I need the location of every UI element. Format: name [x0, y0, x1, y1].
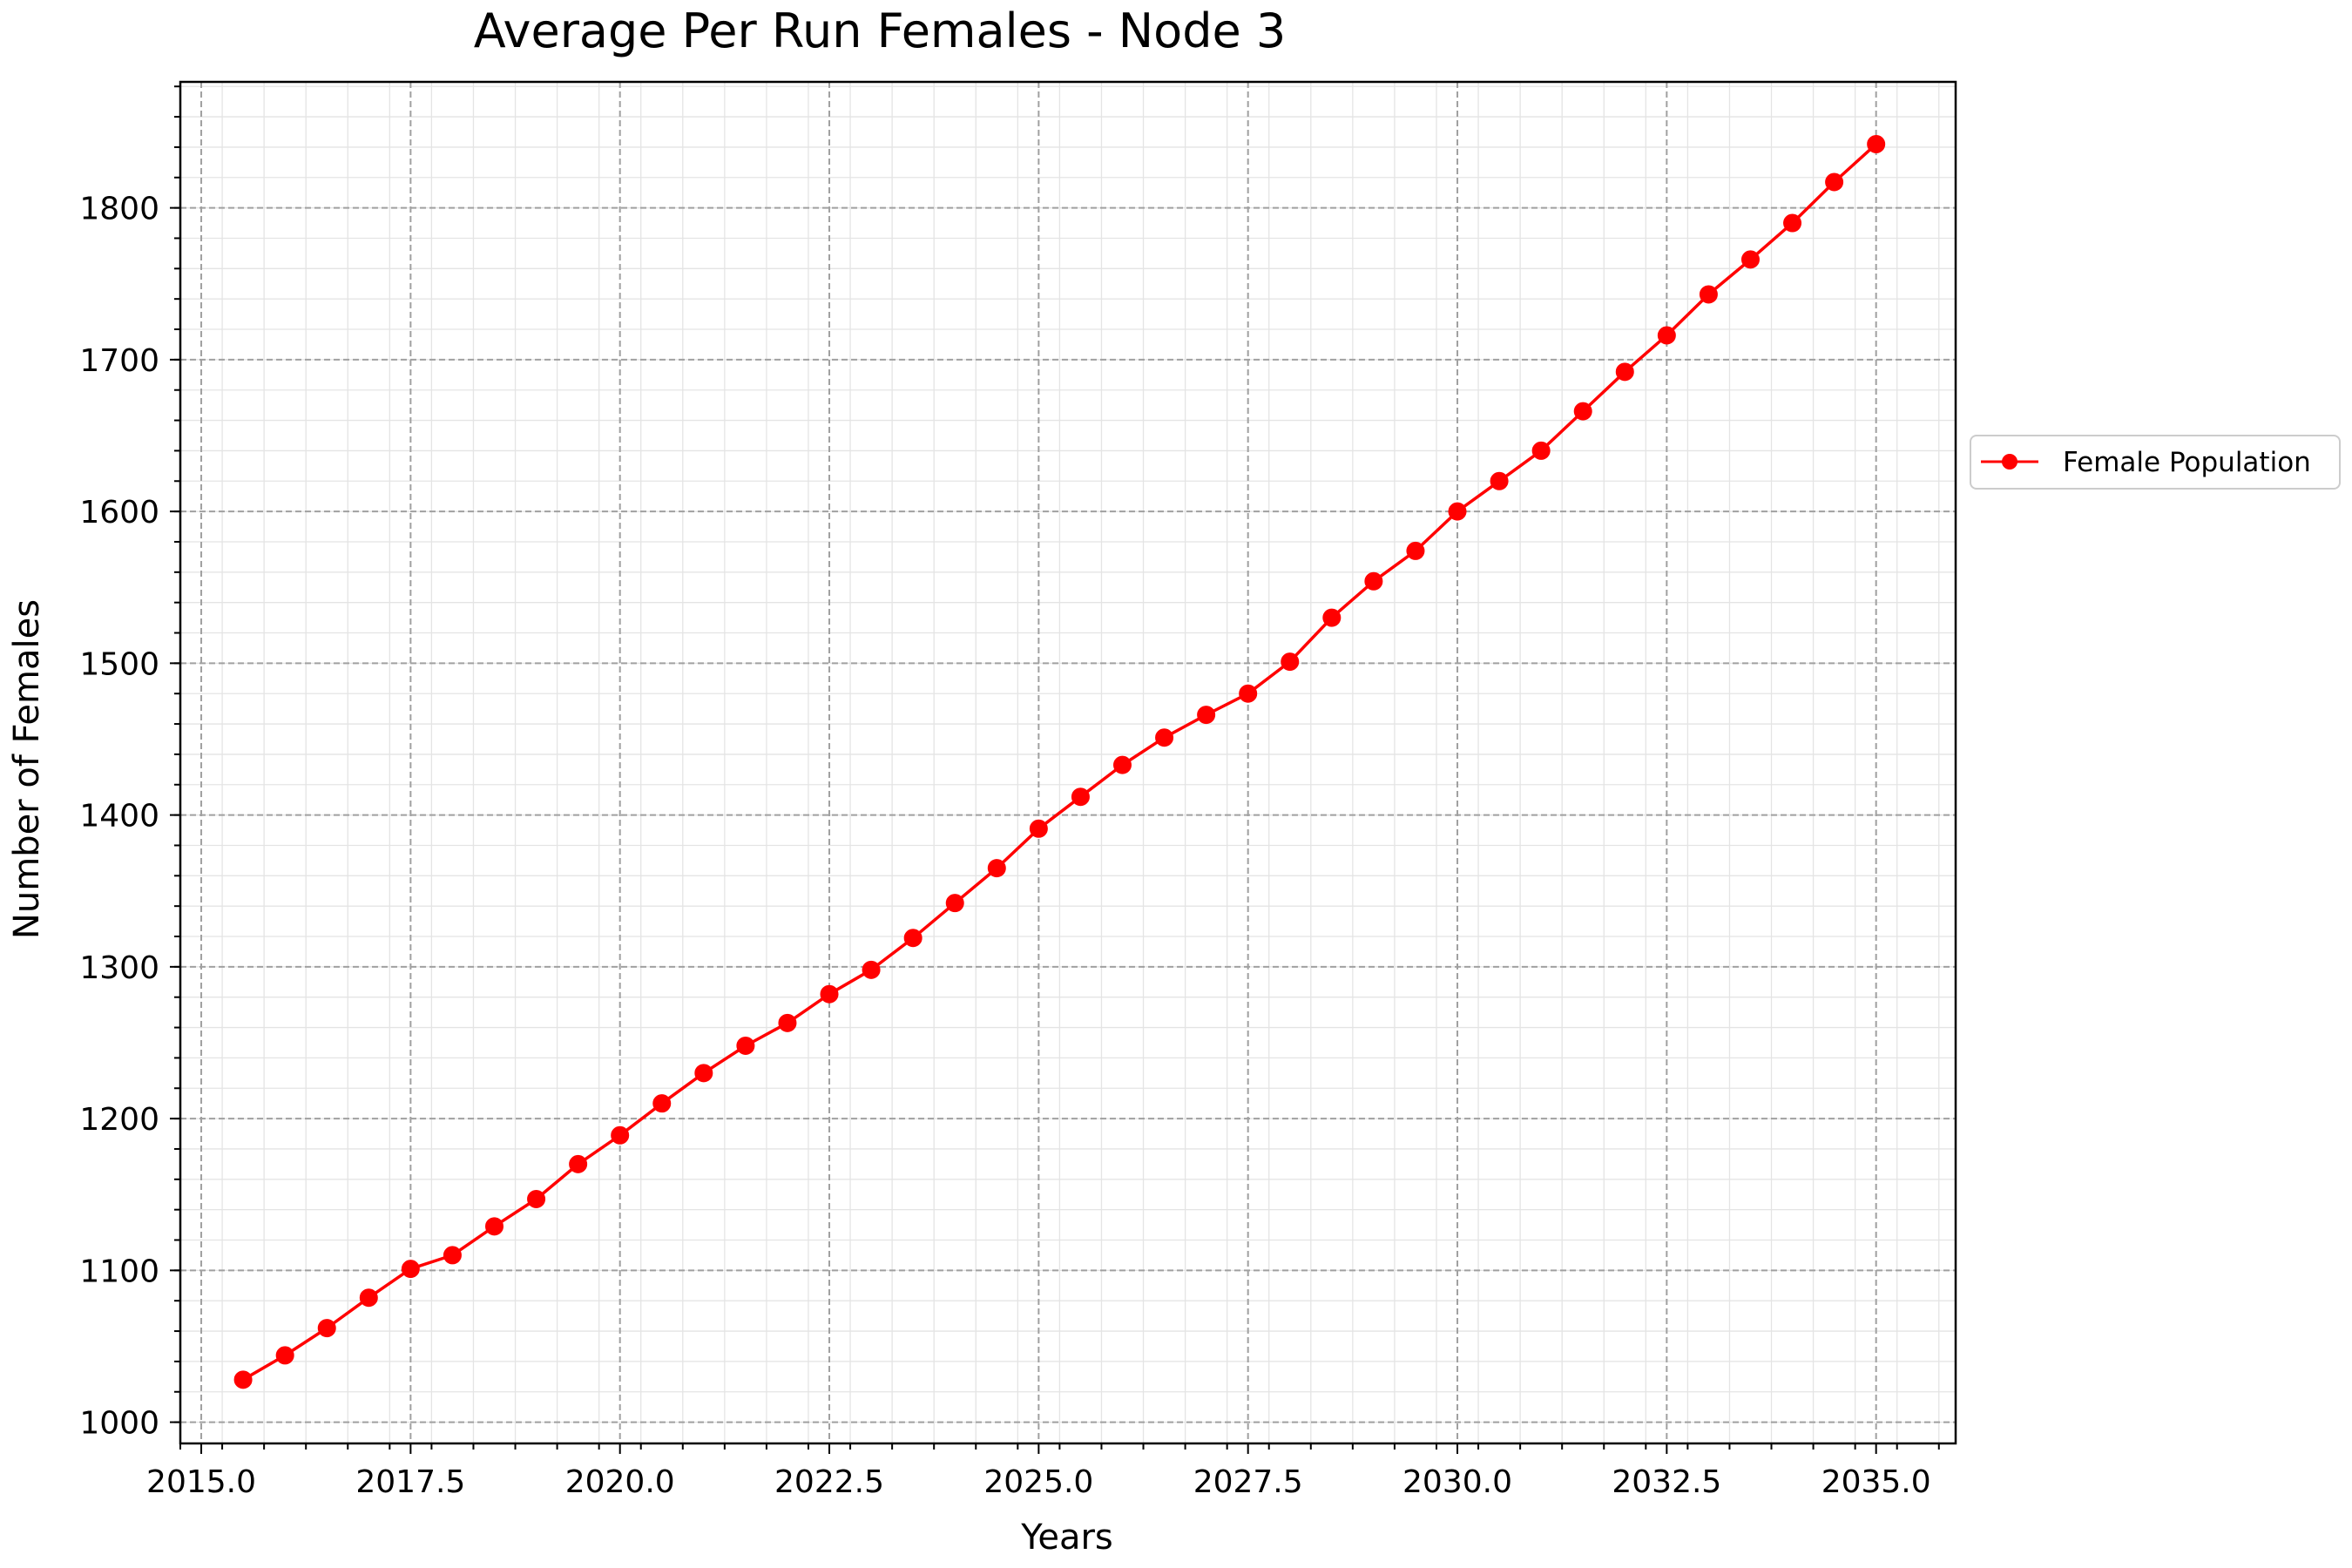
x-tick-label: 2027.5 — [1193, 1464, 1303, 1500]
x-tick-label: 2030.0 — [1402, 1464, 1512, 1500]
x-tick-label: 2020.0 — [565, 1464, 675, 1500]
x-tick-label: 2025.0 — [983, 1464, 1093, 1500]
y-tick-label: 1300 — [79, 950, 159, 986]
data-point — [903, 929, 923, 948]
y-tick-label: 1600 — [79, 495, 159, 531]
data-point — [1406, 541, 1425, 560]
data-point — [1029, 819, 1048, 838]
data-point — [1699, 285, 1718, 304]
data-point — [569, 1154, 588, 1173]
data-point — [1740, 250, 1760, 269]
x-tick-label: 2015.0 — [146, 1464, 256, 1500]
data-point — [1867, 134, 1886, 153]
data-point — [484, 1217, 504, 1236]
data-point — [945, 894, 964, 913]
data-point — [1322, 608, 1342, 627]
legend-box — [1970, 435, 2341, 490]
plot-frame — [179, 80, 1957, 1445]
data-point — [987, 859, 1006, 878]
data-point — [1657, 326, 1676, 345]
data-point — [527, 1189, 546, 1208]
data-point — [862, 960, 881, 979]
data-point — [1364, 571, 1383, 591]
data-point — [233, 1370, 253, 1389]
legend: Female Population — [1970, 435, 2341, 490]
data-point — [778, 1013, 797, 1032]
y-tick-label: 1100 — [79, 1254, 159, 1289]
data-point — [1825, 172, 1844, 192]
data-point — [359, 1288, 378, 1308]
x-tick-label: 2035.0 — [1821, 1464, 1931, 1500]
data-point — [694, 1064, 713, 1083]
series-line-female-population — [242, 143, 1877, 1382]
data-point — [317, 1319, 336, 1338]
y-tick-label: 1500 — [79, 646, 159, 682]
chart-title: Average Per Run Females - Node 3 — [474, 3, 1287, 58]
data-point — [652, 1094, 672, 1113]
data-point — [1155, 728, 1174, 747]
data-point — [443, 1246, 462, 1265]
data-point — [1573, 402, 1592, 421]
y-tick-label: 1800 — [79, 192, 159, 227]
axis-ticks — [170, 85, 1940, 1454]
x-tick-label: 2017.5 — [355, 1464, 465, 1500]
data-point — [1531, 441, 1551, 460]
y-tick-label: 1700 — [79, 343, 159, 379]
data-point — [1112, 755, 1132, 774]
data-point — [820, 984, 839, 1004]
data-point — [1071, 787, 1090, 807]
data-point — [1783, 213, 1802, 233]
y-tick-label: 1000 — [79, 1406, 159, 1442]
x-tick-label: 2022.5 — [774, 1464, 884, 1500]
tick-labels: 2015.0 2017.5 2020.0 2022.5 2025.0 2027.5 2030… — [79, 192, 1930, 1500]
major-grid — [180, 82, 1956, 1443]
legend-label-female-population: Female Population — [2063, 447, 2311, 478]
y-tick-label: 1200 — [79, 1102, 159, 1138]
data-point — [1615, 362, 1634, 382]
data-point — [401, 1260, 420, 1279]
data-point — [1448, 502, 1467, 521]
data-point — [1490, 471, 1509, 490]
data-point — [1197, 706, 1216, 725]
data-point — [1281, 652, 1300, 672]
data-point — [1239, 684, 1258, 703]
y-axis-label: Number of Females — [7, 599, 47, 939]
legend-marker-female-population — [2002, 454, 2017, 470]
data-point — [736, 1036, 755, 1055]
data-point — [611, 1125, 630, 1145]
y-tick-label: 1400 — [79, 799, 159, 835]
x-axis-label: Years — [1020, 1517, 1113, 1558]
x-tick-label: 2032.5 — [1612, 1464, 1721, 1500]
data-point — [275, 1346, 294, 1365]
series-layer — [233, 134, 1886, 1389]
